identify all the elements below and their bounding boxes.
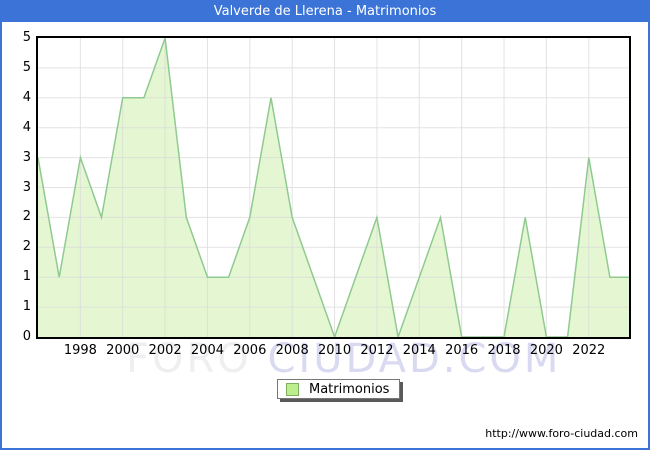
y-tick-label: 1 — [22, 269, 31, 285]
y-tick-label: 1 — [22, 299, 31, 315]
x-tick-label: 2012 — [360, 343, 394, 358]
x-tick-label: 2006 — [233, 343, 267, 358]
x-tick-label: 1998 — [63, 343, 97, 358]
y-tick-label: 5 — [22, 59, 31, 75]
area-chart — [38, 38, 629, 337]
chart-title: Valverde de Llerena - Matrimonios — [213, 3, 437, 19]
legend-box: Matrimonios — [277, 379, 401, 399]
series-line — [38, 38, 629, 337]
x-tick-label: 2004 — [190, 343, 224, 358]
y-axis-labels: 5 5 4 4 3 3 2 2 1 1 0 — [0, 0, 33, 450]
x-tick-label: 2008 — [275, 343, 309, 358]
x-tick-label: 2020 — [529, 343, 563, 358]
y-tick-label: 4 — [22, 89, 31, 105]
y-tick-label: 3 — [22, 149, 31, 165]
plot-area — [36, 36, 631, 339]
watermark-foro: FORO — [126, 336, 268, 382]
y-tick-label: 3 — [22, 179, 31, 195]
chart-title-bar: Valverde de Llerena - Matrimonios — [0, 0, 650, 22]
x-tick-label: 2010 — [318, 343, 352, 358]
watermark-ciudad: CIUDAD.COM — [267, 336, 562, 382]
x-tick-label: 2000 — [106, 343, 140, 358]
legend-label: Matrimonios — [309, 381, 390, 397]
y-tick-label: 2 — [22, 209, 31, 225]
x-tick-label: 2018 — [487, 343, 521, 358]
watermark: FORO CIUDAD.COM — [126, 336, 561, 382]
y-tick-label: 0 — [22, 329, 31, 344]
x-tick-label: 2016 — [445, 343, 479, 358]
x-tick-label: 2022 — [572, 343, 606, 358]
legend-swatch-icon — [286, 382, 299, 396]
x-tick-label: 2002 — [148, 343, 182, 358]
y-tick-label: 5 — [22, 30, 31, 45]
y-tick-label: 2 — [22, 239, 31, 255]
series-area-fill — [38, 38, 629, 337]
x-tick-label: 2014 — [402, 343, 436, 358]
y-tick-label: 4 — [22, 119, 31, 135]
site-url: http://www.foro-ciudad.com — [485, 427, 638, 440]
